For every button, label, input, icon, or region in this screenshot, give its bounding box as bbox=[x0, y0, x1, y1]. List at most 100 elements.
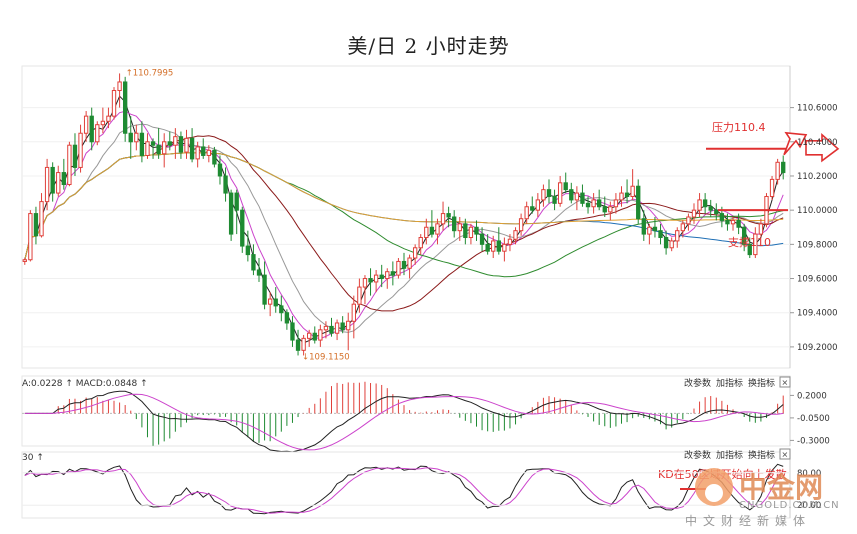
candle bbox=[189, 137, 195, 160]
candle bbox=[50, 166, 55, 194]
candle bbox=[691, 209, 697, 218]
kd-toolbar: 改参数 加指标 换指标 ✕ bbox=[684, 448, 791, 461]
candle bbox=[273, 298, 278, 307]
y-tick-label: 109.6000 bbox=[797, 275, 838, 285]
macd-tick-label: -0.0500 bbox=[797, 414, 830, 424]
candle bbox=[329, 325, 334, 334]
candle bbox=[217, 163, 223, 177]
add-indicator-button[interactable]: 加指标 bbox=[716, 377, 743, 389]
candle bbox=[240, 209, 245, 247]
macd-diff-line bbox=[24, 390, 784, 453]
candle bbox=[195, 146, 200, 160]
candle bbox=[407, 257, 412, 269]
support-label: 支撑110 bbox=[728, 235, 771, 249]
candle bbox=[67, 144, 72, 186]
add-indicator-button[interactable]: 加指标 bbox=[716, 449, 743, 461]
candle bbox=[307, 332, 312, 339]
kd-tick-label: 20.00 bbox=[797, 501, 821, 511]
candle bbox=[435, 223, 440, 235]
candle bbox=[150, 141, 156, 146]
candle bbox=[111, 90, 117, 117]
candle bbox=[457, 223, 462, 232]
close-icon: ✕ bbox=[782, 379, 789, 388]
candle bbox=[725, 219, 730, 225]
candle bbox=[290, 322, 295, 341]
candle bbox=[100, 120, 106, 126]
candle bbox=[585, 202, 591, 208]
candle bbox=[658, 230, 663, 239]
candle bbox=[624, 192, 630, 197]
ma-line bbox=[24, 123, 784, 333]
candle bbox=[228, 192, 234, 235]
candle bbox=[597, 199, 602, 208]
candle bbox=[28, 213, 33, 261]
switch-indicator-button[interactable]: 换指标 bbox=[748, 449, 775, 461]
candle bbox=[134, 132, 139, 143]
close-macd-button[interactable] bbox=[779, 376, 791, 388]
candle bbox=[351, 303, 356, 322]
candle bbox=[608, 206, 613, 213]
resistance-label: 压力110.4 bbox=[712, 121, 766, 134]
candle bbox=[368, 278, 373, 283]
macd-dea-line bbox=[24, 393, 784, 451]
kd-header: 30 ↑ bbox=[22, 453, 44, 463]
candle bbox=[245, 245, 251, 256]
candle bbox=[412, 247, 418, 259]
params-button[interactable]: 改参数 bbox=[684, 449, 711, 461]
candle bbox=[39, 201, 44, 237]
candle bbox=[496, 240, 501, 252]
candle bbox=[284, 312, 290, 324]
candle bbox=[702, 199, 708, 208]
kd-d-line bbox=[24, 467, 784, 514]
candle bbox=[730, 219, 736, 225]
y-tick-label: 109.4000 bbox=[797, 309, 838, 319]
macd-header: A:0.0228 ↑ MACD:0.0848 ↑ bbox=[22, 379, 148, 389]
candle bbox=[619, 192, 624, 201]
candle bbox=[44, 166, 50, 203]
candle bbox=[647, 226, 652, 235]
candle bbox=[518, 218, 524, 232]
candle bbox=[591, 199, 596, 208]
candle bbox=[530, 206, 535, 211]
candle bbox=[613, 199, 619, 208]
chart-title: 美/日 2 小时走势 bbox=[347, 34, 510, 58]
candle bbox=[680, 223, 686, 232]
candle bbox=[318, 329, 323, 341]
candle bbox=[652, 226, 658, 232]
candle bbox=[89, 115, 94, 143]
candle bbox=[346, 320, 351, 331]
params-button[interactable]: 改参数 bbox=[684, 377, 711, 389]
candle bbox=[753, 233, 758, 256]
candle bbox=[468, 226, 474, 239]
switch-indicator-button[interactable]: 换指标 bbox=[748, 377, 775, 389]
candle bbox=[61, 172, 66, 186]
candle bbox=[167, 141, 172, 146]
watermark-subtitle: 中文财经新媒体 bbox=[685, 514, 812, 528]
candle bbox=[686, 216, 691, 225]
candle bbox=[719, 213, 725, 221]
candle bbox=[641, 218, 646, 235]
candle bbox=[340, 322, 345, 331]
candle bbox=[675, 230, 680, 242]
price-panel bbox=[21, 65, 791, 369]
candle bbox=[541, 189, 546, 201]
watermark: 中金网 CNGOLD.COM.CN 中文财经新媒体 bbox=[685, 462, 845, 528]
close-kd-button[interactable] bbox=[779, 448, 791, 460]
candle bbox=[234, 192, 239, 211]
candle bbox=[267, 298, 273, 305]
y-tick-label: 110.4000 bbox=[797, 138, 838, 148]
candle bbox=[569, 189, 574, 201]
y-tick-label: 110.6000 bbox=[797, 104, 838, 114]
candle bbox=[385, 271, 390, 280]
candle bbox=[117, 81, 122, 92]
candle bbox=[580, 192, 585, 204]
candle bbox=[362, 278, 368, 288]
candle bbox=[552, 195, 557, 204]
arrow-right-icon bbox=[805, 133, 840, 163]
arrow-up-icon bbox=[783, 131, 808, 156]
macd-tick-label: 0.2000 bbox=[797, 391, 827, 401]
candle bbox=[429, 226, 435, 235]
candle bbox=[742, 226, 747, 245]
candle bbox=[106, 115, 111, 122]
candle bbox=[491, 240, 496, 252]
